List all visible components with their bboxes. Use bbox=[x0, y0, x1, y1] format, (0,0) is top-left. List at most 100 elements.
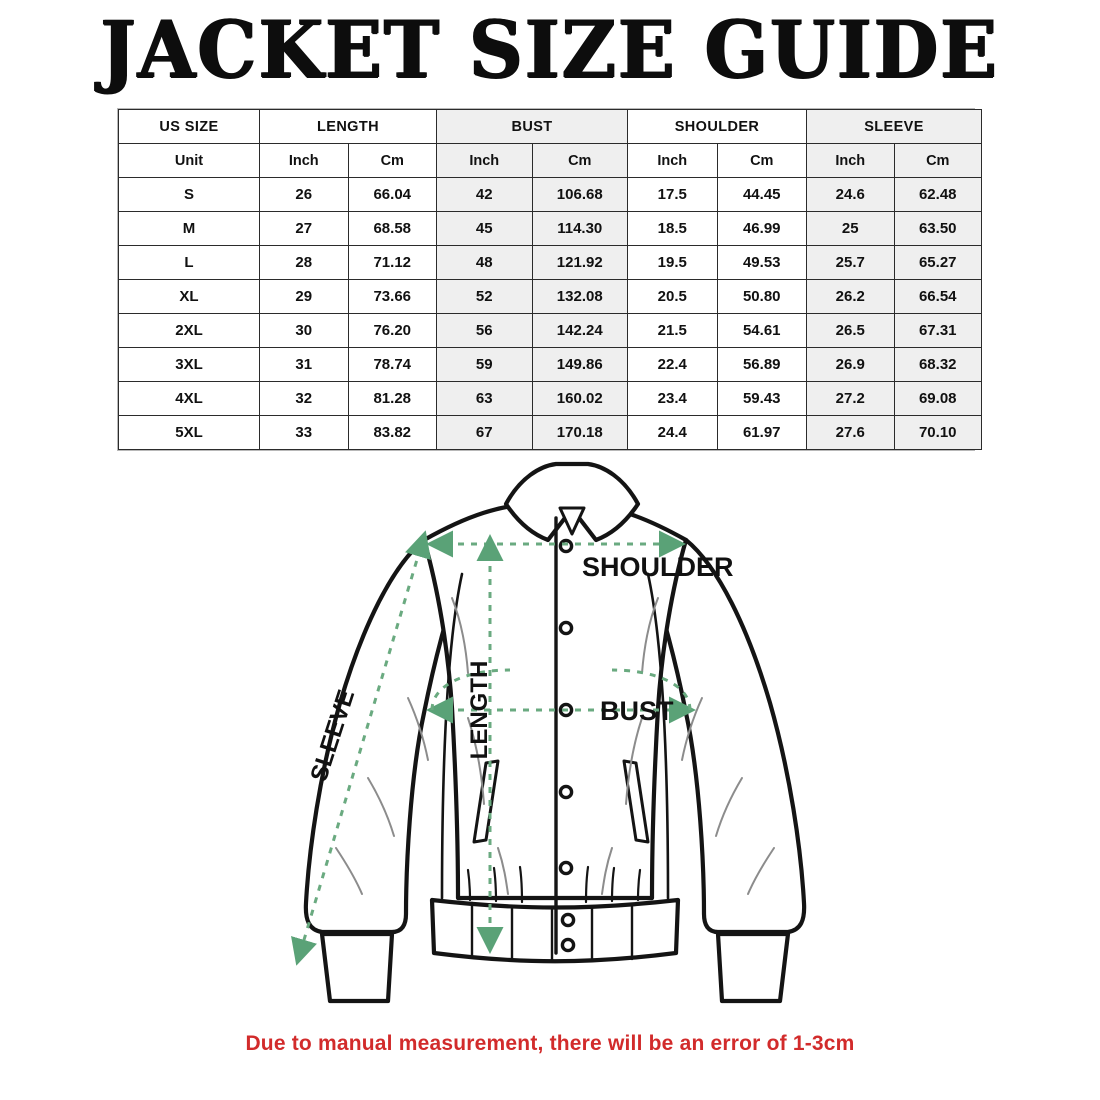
cell-length-inch: 29 bbox=[259, 279, 349, 314]
bust-wrap-curve-right bbox=[611, 668, 692, 711]
snap-button bbox=[560, 912, 576, 928]
unit-sleeve-cm: Cm bbox=[893, 143, 982, 178]
cell-bust-cm: 160.02 bbox=[531, 381, 628, 416]
snap-button bbox=[558, 784, 574, 800]
unit-header-row: Unit Inch Cm Inch Cm Inch Cm Inch Cm bbox=[118, 143, 982, 178]
cell-sleeve-inch: 27.6 bbox=[806, 415, 895, 450]
cell-bust-cm: 121.92 bbox=[531, 245, 628, 280]
table-row: 3XL 31 78.74 59 149.86 22.4 56.89 26.9 68.32 bbox=[118, 347, 982, 382]
cell-bust-inch: 67 bbox=[436, 415, 533, 450]
cell-shoulder-inch: 22.4 bbox=[627, 347, 718, 382]
cell-sleeve-cm: 70.10 bbox=[893, 415, 982, 450]
page-title: JACKET SIZE GUIDE bbox=[100, 2, 1000, 96]
group-header-length: LENGTH bbox=[259, 109, 437, 144]
cell-bust-inch: 42 bbox=[436, 177, 533, 212]
cell-shoulder-cm: 59.43 bbox=[716, 381, 807, 416]
table-body: S 26 66.04 42 106.68 17.5 44.45 24.6 62.48 M 27 68.… bbox=[118, 177, 982, 450]
cell-bust-inch: 56 bbox=[436, 313, 533, 348]
cell-length-inch: 31 bbox=[259, 347, 349, 382]
left-cuff bbox=[319, 931, 395, 1004]
cell-shoulder-inch: 24.4 bbox=[627, 415, 718, 450]
cell-bust-inch: 59 bbox=[436, 347, 533, 382]
cell-length-cm: 68.58 bbox=[347, 211, 437, 246]
cell-sleeve-inch: 26.9 bbox=[806, 347, 895, 382]
cell-shoulder-cm: 49.53 bbox=[716, 245, 807, 280]
cell-bust-cm: 149.86 bbox=[531, 347, 628, 382]
label-length: LENGTH bbox=[466, 661, 493, 760]
cell-sleeve-inch: 24.6 bbox=[806, 177, 895, 212]
label-bust: BUST bbox=[600, 696, 674, 726]
unit-length-inch: Inch bbox=[259, 143, 349, 178]
cell-sleeve-inch: 26.5 bbox=[806, 313, 895, 348]
table-row: 2XL 30 76.20 56 142.24 21.5 54.61 26.5 67.31 bbox=[118, 313, 982, 348]
cell-size: 3XL bbox=[118, 347, 260, 382]
cell-bust-cm: 142.24 bbox=[531, 313, 628, 348]
unit-shoulder-inch: Inch bbox=[627, 143, 718, 178]
table-row: S 26 66.04 42 106.68 17.5 44.45 24.6 62.48 bbox=[118, 177, 982, 212]
cell-bust-inch: 48 bbox=[436, 245, 533, 280]
footer: Due to manual measurement, there will be… bbox=[0, 1032, 1100, 1056]
cell-length-cm: 73.66 bbox=[347, 279, 437, 314]
cell-shoulder-cm: 61.97 bbox=[716, 415, 807, 450]
cell-sleeve-inch: 25 bbox=[806, 211, 895, 246]
cell-shoulder-inch: 18.5 bbox=[627, 211, 718, 246]
cell-size: 5XL bbox=[118, 415, 260, 450]
snap-button bbox=[558, 538, 574, 554]
cell-shoulder-cm: 54.61 bbox=[716, 313, 807, 348]
cell-length-cm: 78.74 bbox=[347, 347, 437, 382]
cell-size: XL bbox=[118, 279, 260, 314]
group-header-row: US SIZE LENGTH BUST SHOULDER SLEEVE bbox=[118, 109, 982, 144]
waistband-ribs bbox=[470, 901, 634, 963]
snap-button bbox=[560, 937, 576, 953]
measurement-disclaimer: Due to manual measurement, there will be… bbox=[245, 1032, 855, 1055]
right-cuff bbox=[715, 931, 791, 1004]
cell-bust-cm: 106.68 bbox=[531, 177, 628, 212]
cell-size: S bbox=[118, 177, 260, 212]
cell-size: 4XL bbox=[118, 381, 260, 416]
cell-shoulder-inch: 21.5 bbox=[627, 313, 718, 348]
cell-length-cm: 76.20 bbox=[347, 313, 437, 348]
measurement-guides bbox=[291, 530, 696, 966]
table-row: 5XL 33 83.82 67 170.18 24.4 61.97 27.6 70.10 bbox=[118, 415, 982, 450]
unit-shoulder-cm: Cm bbox=[716, 143, 807, 178]
cell-length-inch: 30 bbox=[259, 313, 349, 348]
table-head: US SIZE LENGTH BUST SHOULDER SLEEVE Unit… bbox=[118, 109, 982, 178]
cell-sleeve-inch: 25.7 bbox=[806, 245, 895, 280]
cell-shoulder-cm: 56.89 bbox=[716, 347, 807, 382]
table-row: L 28 71.12 48 121.92 19.5 49.53 25.7 65.27 bbox=[118, 245, 982, 280]
cell-bust-cm: 132.08 bbox=[531, 279, 628, 314]
cell-length-cm: 71.12 bbox=[347, 245, 437, 280]
waistband-snap-buttons bbox=[560, 912, 576, 953]
title-bar: JACKET SIZE GUIDE bbox=[0, 0, 1100, 96]
table-row: M 27 68.58 45 114.30 18.5 46.99 25 63.50 bbox=[118, 211, 982, 246]
group-header-sleeve: SLEEVE bbox=[806, 109, 982, 144]
table-row: XL 29 73.66 52 132.08 20.5 50.80 26.2 66.54 bbox=[118, 279, 982, 314]
cell-size: 2XL bbox=[118, 313, 260, 348]
cell-sleeve-cm: 67.31 bbox=[893, 313, 982, 348]
cell-shoulder-inch: 20.5 bbox=[627, 279, 718, 314]
cell-sleeve-cm: 68.32 bbox=[893, 347, 982, 382]
cell-length-inch: 26 bbox=[259, 177, 349, 212]
cell-length-inch: 28 bbox=[259, 245, 349, 280]
snap-button bbox=[558, 860, 574, 876]
cell-sleeve-cm: 69.08 bbox=[893, 381, 982, 416]
cell-length-inch: 33 bbox=[259, 415, 349, 450]
cell-shoulder-inch: 23.4 bbox=[627, 381, 718, 416]
group-header-bust: BUST bbox=[436, 109, 628, 144]
group-header-us-size: US SIZE bbox=[118, 109, 260, 144]
cell-size: L bbox=[118, 245, 260, 280]
unit-bust-inch: Inch bbox=[436, 143, 533, 178]
cell-shoulder-cm: 50.80 bbox=[716, 279, 807, 314]
cell-sleeve-cm: 62.48 bbox=[893, 177, 982, 212]
cell-length-inch: 32 bbox=[259, 381, 349, 416]
cell-sleeve-inch: 26.2 bbox=[806, 279, 895, 314]
snap-button bbox=[558, 620, 574, 636]
bust-wrap-curve bbox=[430, 668, 511, 711]
size-table: US SIZE LENGTH BUST SHOULDER SLEEVE Unit… bbox=[118, 109, 982, 450]
cell-sleeve-cm: 63.50 bbox=[893, 211, 982, 246]
label-shoulder: SHOULDER bbox=[582, 552, 734, 582]
cell-bust-cm: 170.18 bbox=[531, 415, 628, 450]
cell-length-cm: 81.28 bbox=[347, 381, 437, 416]
cell-size: M bbox=[118, 211, 260, 246]
cell-shoulder-cm: 44.45 bbox=[716, 177, 807, 212]
